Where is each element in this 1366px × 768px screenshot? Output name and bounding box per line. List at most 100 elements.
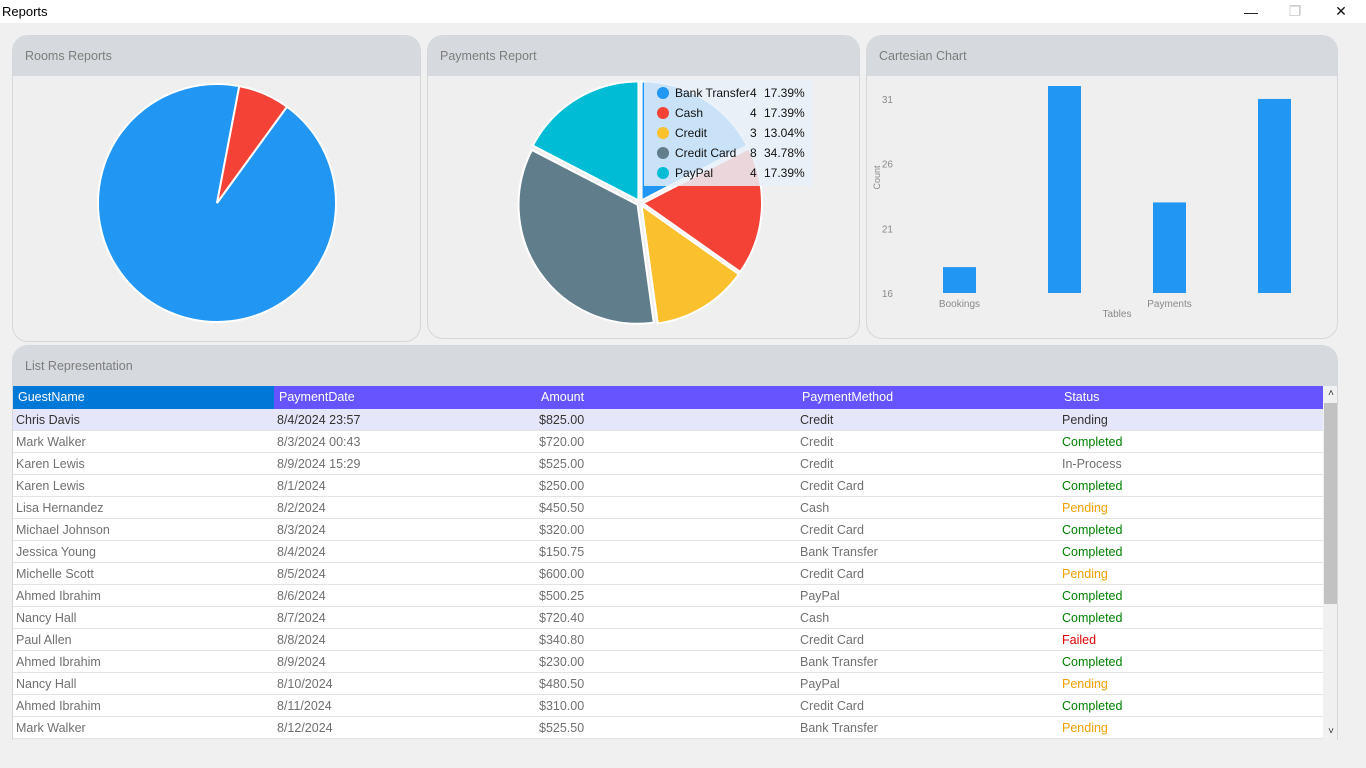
scroll-up-arrow-icon[interactable]: ˄: [1328, 388, 1334, 399]
rooms-pie-slice[interactable]: [216, 84, 289, 204]
bar[interactable]: [1258, 98, 1291, 293]
bar[interactable]: [1153, 202, 1186, 293]
table-row[interactable]: Lisa Hernandez 8/2/2024 $450.50 Cash Pending: [13, 497, 1323, 519]
grid-body: Chris Davis 8/4/2024 23:57 $825.00 Credit Pe…: [13, 409, 1323, 739]
legend-dot-icon: [657, 87, 669, 99]
payments-pie-slice[interactable]: [640, 203, 741, 325]
payments-pie-slice[interactable]: [531, 80, 640, 203]
cell-guestname: Ahmed Ibrahim: [16, 699, 101, 713]
cell-paymentdate: 8/10/2024: [277, 677, 333, 691]
window-title-bar: Reports — ❐ ✕: [0, 0, 1366, 23]
legend-name: Cash: [675, 106, 704, 120]
legend-percent: 34.78%: [764, 146, 805, 160]
cell-paymentmethod: Credit Card: [800, 633, 864, 647]
window-title: Reports: [2, 4, 48, 19]
cell-guestname: Paul Allen: [16, 633, 72, 647]
rooms-reports-card: Rooms Reports: [12, 35, 421, 342]
cell-amount: $825.00: [539, 413, 585, 427]
table-row[interactable]: Jessica Young 8/4/2024 $150.75 Bank Transfe…: [13, 541, 1323, 563]
cell-paymentmethod: Credit Card: [800, 479, 864, 493]
table-row[interactable]: Ahmed Ibrahim 8/6/2024 $500.25 PayPal Comple…: [13, 585, 1323, 607]
cell-amount: $230.00: [539, 655, 585, 669]
cell-amount: $340.80: [539, 633, 585, 647]
minimize-icon: —: [1244, 3, 1258, 20]
y-tick-label: 21: [882, 224, 894, 235]
table-row[interactable]: Mark Walker 8/3/2024 00:43 $720.00 Credit Co…: [13, 431, 1323, 453]
legend-name: Credit Card: [675, 146, 737, 160]
cell-guestname: Chris Davis: [16, 413, 80, 427]
cell-paymentdate: 8/9/2024 15:29: [277, 457, 361, 471]
table-row[interactable]: Ahmed Ibrahim 8/9/2024 $230.00 Bank Transfe…: [13, 651, 1323, 673]
column-header-paymentmethod[interactable]: PaymentMethod: [802, 390, 894, 404]
cartesian-chart-card: Cartesian Chart 16 21 26 31 Count Bookings Pay…: [866, 35, 1338, 339]
legend-dot-icon: [657, 167, 669, 179]
cell-amount: $525.00: [539, 457, 585, 471]
cell-paymentdate: 8/12/2024: [277, 721, 333, 735]
cell-paymentdate: 8/1/2024: [277, 479, 326, 493]
y-tick-label: 16: [882, 289, 894, 300]
rooms-pie-chart[interactable]: [13, 76, 421, 342]
y-tick-label: 31: [882, 95, 894, 106]
cell-status: Completed: [1062, 611, 1123, 625]
cell-guestname: Mark Walker: [16, 435, 86, 449]
legend-count: 4: [750, 166, 757, 180]
cell-paymentdate: 8/7/2024: [277, 611, 326, 625]
legend-count: 8: [750, 146, 757, 160]
cell-guestname: Karen Lewis: [16, 479, 85, 493]
table-row[interactable]: Paul Allen 8/8/2024 $340.80 Credit Card Fail…: [13, 629, 1323, 651]
x-axis-label: Tables: [1103, 309, 1132, 320]
table-row[interactable]: Karen Lewis 8/9/2024 15:29 $525.00 Credit In…: [13, 453, 1323, 475]
cell-amount: $480.50: [539, 677, 585, 691]
cell-guestname: Jessica Young: [16, 545, 96, 559]
minimize-button[interactable]: —: [1228, 0, 1274, 23]
cell-status: Pending: [1062, 413, 1108, 427]
scroll-down-arrow-icon[interactable]: ˅: [1328, 726, 1334, 737]
bar[interactable]: [943, 267, 976, 293]
cartesian-chart-title: Cartesian Chart: [867, 36, 1337, 76]
y-axis-label: Count: [872, 165, 882, 190]
table-row[interactable]: Michael Johnson 8/3/2024 $320.00 Credit Car…: [13, 519, 1323, 541]
cell-paymentmethod: Bank Transfer: [800, 721, 878, 735]
legend-percent: 17.39%: [764, 86, 805, 100]
column-header-amount[interactable]: Amount: [541, 390, 585, 404]
cell-paymentmethod: Cash: [800, 501, 830, 515]
table-row[interactable]: Nancy Hall 8/7/2024 $720.40 Cash Completed: [13, 607, 1323, 629]
cell-paymentdate: 8/3/2024: [277, 523, 326, 537]
cell-status: Failed: [1062, 633, 1097, 647]
cell-guestname: Michael Johnson: [16, 523, 110, 537]
legend-count: 4: [750, 86, 757, 100]
legend-name: Credit: [675, 126, 708, 140]
table-row[interactable]: Ahmed Ibrahim 8/11/2024 $310.00 Credit Card…: [13, 695, 1323, 717]
table-row[interactable]: Mark Walker 8/12/2024 $525.50 Bank Transfer…: [13, 717, 1323, 739]
column-header-paymentdate[interactable]: PaymentDate: [279, 390, 355, 404]
payments-pie-slice[interactable]: [517, 148, 655, 325]
cell-guestname: Ahmed Ibrahim: [16, 589, 101, 603]
legend-dot-icon: [657, 107, 669, 119]
cell-paymentdate: 8/8/2024: [277, 633, 326, 647]
cell-guestname: Karen Lewis: [16, 457, 85, 471]
cell-guestname: Mark Walker: [16, 721, 86, 735]
column-header-status[interactable]: Status: [1064, 390, 1100, 404]
cell-paymentmethod: PayPal: [800, 677, 840, 691]
cell-amount: $720.00: [539, 435, 585, 449]
table-row[interactable]: Chris Davis 8/4/2024 23:57 $825.00 Credit Pe…: [13, 409, 1323, 431]
table-row[interactable]: Nancy Hall 8/10/2024 $480.50 PayPal Pending: [13, 673, 1323, 695]
close-button[interactable]: ✕: [1318, 0, 1364, 23]
bar[interactable]: [1048, 86, 1081, 293]
scroll-thumb[interactable]: [1324, 403, 1337, 604]
close-icon: ✕: [1335, 3, 1347, 19]
cell-status: Completed: [1062, 523, 1123, 537]
payments-data-grid[interactable]: GuestName PaymentDate Amount PaymentMeth…: [13, 386, 1323, 739]
cartesian-bar-chart[interactable]: 16 21 26 31 Count Bookings Payments Tables: [867, 76, 1338, 339]
table-row[interactable]: Karen Lewis 8/1/2024 $250.00 Credit Card Com…: [13, 475, 1323, 497]
table-row[interactable]: Michelle Scott 8/5/2024 $600.00 Credit Card…: [13, 563, 1323, 585]
cell-paymentmethod: Cash: [800, 611, 830, 625]
cell-paymentmethod: Credit Card: [800, 699, 864, 713]
cell-guestname: Nancy Hall: [16, 611, 77, 625]
y-tick-label: 26: [882, 160, 894, 171]
column-header-guestname[interactable]: GuestName: [13, 386, 274, 409]
cell-status: Pending: [1062, 721, 1108, 735]
cell-paymentdate: 8/6/2024: [277, 589, 326, 603]
maximize-button[interactable]: ❐: [1272, 0, 1318, 23]
vertical-scrollbar[interactable]: ˄ ˅: [1323, 386, 1337, 740]
